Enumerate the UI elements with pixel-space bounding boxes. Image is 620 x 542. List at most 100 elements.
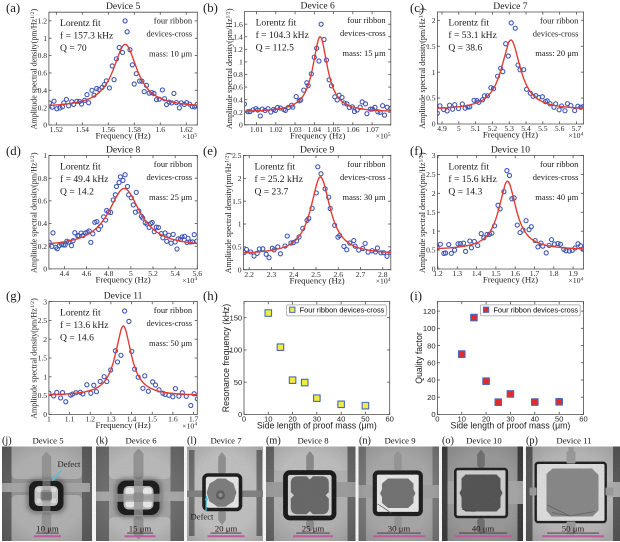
svg-text:10: 10 bbox=[264, 415, 272, 424]
svg-text:1.4: 1.4 bbox=[472, 269, 482, 278]
svg-text:2.5: 2.5 bbox=[311, 270, 321, 279]
svg-text:Lorentz fit: Lorentz fit bbox=[254, 161, 295, 172]
svg-text:0.6: 0.6 bbox=[233, 83, 243, 92]
svg-text:1.06: 1.06 bbox=[346, 125, 360, 134]
svg-text:A m p l: A m p l i t u d e s p e c t r a l d e n … bbox=[210, 3, 238, 129]
svg-text:1.6: 1.6 bbox=[510, 269, 520, 278]
svg-text:Device 9: Device 9 bbox=[384, 436, 415, 446]
svg-text:2.5: 2.5 bbox=[38, 316, 48, 325]
svg-text:(o): (o) bbox=[442, 436, 454, 447]
svg-text:Q = 70: Q = 70 bbox=[60, 43, 87, 54]
svg-text:four ribbon: four ribbon bbox=[154, 16, 193, 26]
svg-text:0: 0 bbox=[435, 415, 439, 424]
svg-text:0: 0 bbox=[43, 265, 47, 274]
svg-text:mass: 50 μm: mass: 50 μm bbox=[149, 338, 193, 348]
svg-text:1.3: 1.3 bbox=[106, 415, 116, 424]
svg-text:f = 15.6 kHz: f = 15.6 kHz bbox=[448, 174, 497, 185]
svg-text:1.2: 1.2 bbox=[38, 17, 48, 26]
svg-text:0.2: 0.2 bbox=[233, 108, 243, 117]
svg-text:Frequency (Hz): Frequency (Hz) bbox=[290, 275, 345, 285]
svg-text:Lorentz fit: Lorentz fit bbox=[60, 161, 101, 172]
svg-text:Lorentz fit: Lorentz fit bbox=[60, 307, 101, 318]
svg-text:Device 10: Device 10 bbox=[466, 436, 502, 446]
svg-text:Device 8: Device 8 bbox=[106, 144, 141, 155]
svg-text:60: 60 bbox=[427, 358, 435, 367]
svg-text:× 1 0 4: × 1 0 4 bbox=[568, 263, 586, 288]
svg-text:1.6: 1.6 bbox=[233, 20, 243, 29]
svg-text:Frequency (Hz): Frequency (Hz) bbox=[96, 275, 151, 285]
svg-text:4.8: 4.8 bbox=[104, 269, 114, 278]
svg-text:(m): (m) bbox=[266, 436, 281, 447]
svg-text:1.58: 1.58 bbox=[128, 125, 142, 134]
svg-text:50: 50 bbox=[234, 378, 242, 387]
svg-text:1: 1 bbox=[432, 68, 436, 77]
svg-text:120: 120 bbox=[423, 307, 436, 316]
svg-text:1.5: 1.5 bbox=[147, 415, 157, 424]
svg-text:(h): (h) bbox=[203, 289, 218, 303]
svg-text:Device 11: Device 11 bbox=[556, 436, 591, 446]
svg-text:f = 104.3 kHz: f = 104.3 kHz bbox=[256, 30, 309, 41]
svg-text:(k): (k) bbox=[96, 436, 108, 447]
svg-text:40: 40 bbox=[337, 415, 345, 424]
svg-text:Device 10: Device 10 bbox=[491, 144, 530, 155]
svg-text:Device 6: Device 6 bbox=[125, 436, 157, 446]
svg-text:Quality factor: Quality factor bbox=[414, 332, 424, 384]
svg-text:Lorentz fit: Lorentz fit bbox=[256, 17, 297, 28]
svg-text:5.3: 5.3 bbox=[504, 124, 514, 133]
svg-text:devices-cross: devices-cross bbox=[340, 172, 386, 182]
svg-text:1.9: 1.9 bbox=[568, 269, 578, 278]
svg-text:Q = 112.5: Q = 112.5 bbox=[256, 43, 295, 54]
svg-text:f = 25.2 kHz: f = 25.2 kHz bbox=[254, 174, 303, 185]
svg-text:A m p l: A m p l i t u d e s p e c t r a l d e n … bbox=[14, 3, 42, 129]
svg-text:30: 30 bbox=[506, 415, 514, 424]
svg-text:f = 53.1 kHz: f = 53.1 kHz bbox=[448, 30, 497, 41]
svg-text:1.7: 1.7 bbox=[189, 415, 199, 424]
svg-text:20: 20 bbox=[427, 393, 435, 402]
svg-text:1.7: 1.7 bbox=[530, 269, 540, 278]
svg-text:0.8: 0.8 bbox=[233, 70, 243, 79]
svg-text:devices-cross: devices-cross bbox=[533, 28, 579, 38]
svg-text:1.56: 1.56 bbox=[102, 125, 116, 134]
svg-text:0.2: 0.2 bbox=[38, 242, 48, 251]
svg-text:1: 1 bbox=[432, 227, 436, 236]
svg-text:1.5: 1.5 bbox=[491, 269, 501, 278]
svg-text:A m p l: A m p l i t u d e s p e c t r a l d e n … bbox=[402, 3, 430, 129]
svg-text:mass: 10 μm: mass: 10 μm bbox=[149, 48, 193, 58]
svg-text:1.4: 1.4 bbox=[233, 32, 243, 41]
svg-text:devices-cross: devices-cross bbox=[146, 172, 192, 182]
svg-text:80: 80 bbox=[427, 341, 435, 350]
svg-text:(f): (f) bbox=[410, 144, 423, 158]
svg-text:60: 60 bbox=[579, 415, 587, 424]
svg-text:0.5: 0.5 bbox=[232, 243, 242, 252]
svg-text:Q = 38.6: Q = 38.6 bbox=[448, 43, 482, 54]
svg-text:4.6: 4.6 bbox=[82, 269, 92, 278]
svg-text:0: 0 bbox=[239, 120, 243, 129]
svg-text:Frequency (Hz): Frequency (Hz) bbox=[96, 420, 151, 430]
svg-text:(j): (j) bbox=[2, 436, 12, 447]
svg-text:mass: 15 μm: mass: 15 μm bbox=[343, 48, 387, 58]
svg-text:Frequency (Hz): Frequency (Hz) bbox=[483, 130, 538, 140]
svg-text:four ribbon: four ribbon bbox=[347, 159, 386, 169]
svg-text:mass: 25 μm: mass: 25 μm bbox=[149, 192, 193, 202]
svg-text:1.04: 1.04 bbox=[308, 125, 322, 134]
svg-text:× 1 0 4: × 1 0 4 bbox=[568, 118, 586, 143]
svg-text:0.8: 0.8 bbox=[38, 174, 48, 183]
svg-text:0.4: 0.4 bbox=[38, 86, 48, 95]
svg-text:Frequency (Hz): Frequency (Hz) bbox=[483, 275, 538, 285]
svg-text:Device 5: Device 5 bbox=[32, 436, 63, 446]
svg-text:0.5: 0.5 bbox=[426, 94, 436, 103]
svg-text:0.4: 0.4 bbox=[38, 219, 48, 228]
svg-text:devices-cross: devices-cross bbox=[533, 172, 579, 182]
svg-text:(i): (i) bbox=[410, 289, 422, 303]
svg-text:2.8: 2.8 bbox=[378, 270, 388, 279]
svg-text:1.2: 1.2 bbox=[233, 45, 243, 54]
svg-text:(a): (a) bbox=[6, 1, 20, 15]
svg-text:100: 100 bbox=[229, 346, 242, 355]
svg-text:Four ribbon devices-cross: Four ribbon devices-cross bbox=[300, 305, 385, 314]
svg-text:(c): (c) bbox=[410, 1, 424, 15]
svg-text:× 1 0 5: × 1 0 5 bbox=[182, 119, 200, 144]
svg-text:(e): (e) bbox=[203, 144, 217, 158]
svg-text:0.6: 0.6 bbox=[38, 69, 48, 78]
svg-text:1.07: 1.07 bbox=[365, 125, 379, 134]
svg-text:2.3: 2.3 bbox=[267, 270, 277, 279]
